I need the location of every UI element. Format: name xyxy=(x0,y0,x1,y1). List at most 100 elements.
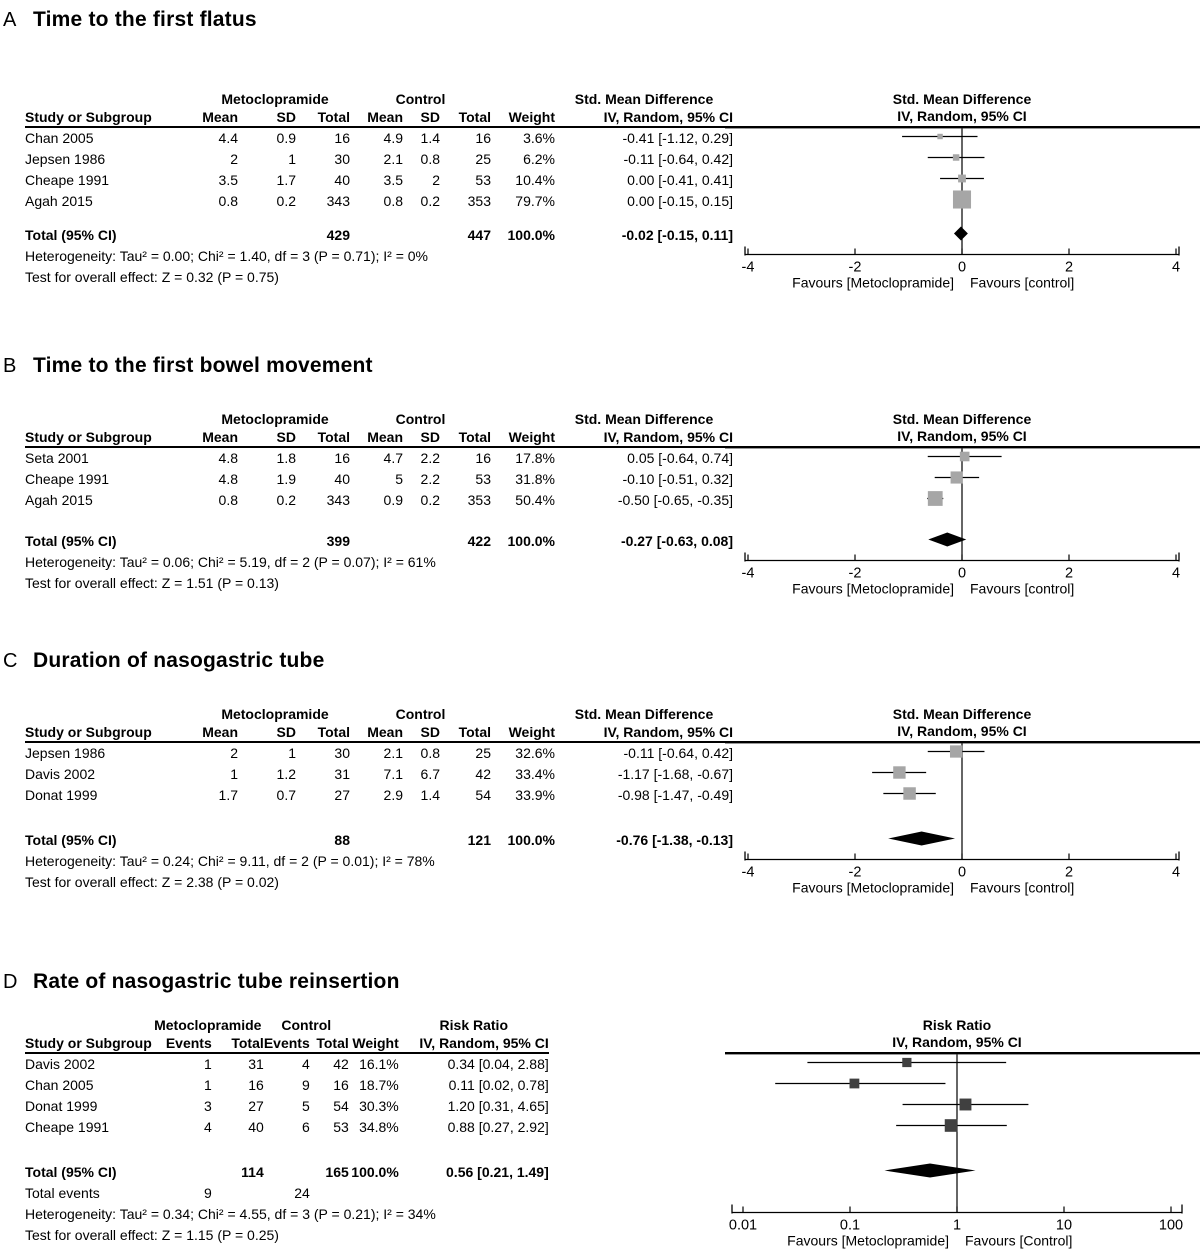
tick-label: 0.01 xyxy=(729,1218,757,1234)
table-cell: 4.4 xyxy=(218,130,238,146)
panel-title-row: B Time to the first bowel movement xyxy=(0,354,1200,384)
tick-label: 4 xyxy=(1172,260,1180,276)
plot-header-method: IV, Random, 95% CI xyxy=(892,1034,1021,1050)
total-cell: Total (95% CI) xyxy=(25,1164,117,1180)
table-cell: 1 xyxy=(288,745,296,761)
plot-header-measure: Std. Mean Difference xyxy=(893,91,1032,107)
table-cell: 27 xyxy=(248,1098,264,1114)
tick-label: 0 xyxy=(958,260,966,276)
heterogeneity-text: Heterogeneity: Tau² = 0.06; Chi² = 5.19,… xyxy=(25,554,436,570)
table-cell: 0.34 [0.04, 2.88] xyxy=(447,1056,549,1072)
group-header: Std. Mean Difference xyxy=(574,706,714,722)
study-name: Chan 2005 xyxy=(25,1077,94,1093)
total-cell xyxy=(403,531,440,552)
table-cell: 0.2 xyxy=(420,193,440,209)
total-cell: 429 xyxy=(326,227,350,243)
group-header xyxy=(349,1017,399,1034)
table-cell: 50.4% xyxy=(515,492,555,508)
table-cell: 16 xyxy=(248,1077,264,1093)
column-header: Mean xyxy=(367,109,403,125)
study-row: Davis 2002 1 31 4 42 16.1% 0.34 [0.04, 2.88] xyxy=(25,1053,549,1075)
study-row: Seta 2001 4.8 1.8 16 4.7 2.2 16 17.8% 0.05 [-0.6… xyxy=(25,447,733,469)
total-row: Total (95% CI) 399 422 100.0% -0.27 [-0.63, … xyxy=(25,531,733,552)
total-events-cell xyxy=(399,1183,549,1204)
panel-title-row: D Rate of nasogastric tube reinsertion xyxy=(0,970,1200,1000)
column-header-row: Study or Subgroup Mean SD Total Mean SD Total W… xyxy=(25,108,733,127)
study-marker xyxy=(950,471,963,484)
plot-header-method: IV, Random, 95% CI xyxy=(897,108,1026,124)
table-cell: -0.50 [-0.65, -0.35] xyxy=(617,492,733,508)
table-cell: 353 xyxy=(467,492,491,508)
tick-label: -2 xyxy=(849,566,862,582)
column-header: IV, Random, 95% CI xyxy=(603,724,733,740)
study-table: Metoclopramide Control Std. Mean Differenc… xyxy=(25,91,733,246)
spacer xyxy=(0,1000,1200,1017)
study-marker xyxy=(927,491,943,506)
table-cell: 343 xyxy=(326,193,350,209)
group-header: Std. Mean Difference xyxy=(574,91,714,107)
tick-label: 0 xyxy=(958,865,966,881)
total-cell: 114 xyxy=(241,1164,264,1180)
column-header: Study or Subgroup xyxy=(25,109,152,125)
spacer-row xyxy=(25,212,733,225)
total-cell: -0.27 [-0.63, 0.08] xyxy=(620,533,733,549)
table-cell: 0.2 xyxy=(276,193,296,209)
total-events-cell xyxy=(310,1183,349,1204)
overall-effect-text: Test for overall effect: Z = 0.32 (P = 0… xyxy=(25,269,279,285)
total-cell xyxy=(238,225,296,246)
table-cell: 1.9 xyxy=(276,471,296,487)
total-cell: 399 xyxy=(326,533,350,549)
panel-body: Metoclopramide Control Std. Mean Differenc… xyxy=(0,91,1200,291)
study-name: Agah 2015 xyxy=(25,193,93,209)
group-header-row: Metoclopramide Control Std. Mean Differenc… xyxy=(25,91,733,108)
group-header xyxy=(25,91,200,108)
total-row: Total (95% CI) 429 447 100.0% -0.02 [-0.15, … xyxy=(25,225,733,246)
table-cell: -0.11 [-0.64, 0.42] xyxy=(623,745,733,761)
column-header: Total xyxy=(317,429,350,445)
table-cell: 30 xyxy=(334,151,350,167)
total-cell xyxy=(200,830,238,851)
group-header xyxy=(25,1017,152,1034)
favours-left-label: Favours [Metoclopramide] xyxy=(792,581,954,597)
table-cell: 0.2 xyxy=(420,492,440,508)
table-cell: 0.00 [-0.41, 0.41] xyxy=(627,172,733,188)
study-name: Cheape 1991 xyxy=(25,1119,110,1135)
favours-left-label: Favours [Metoclopramide] xyxy=(792,880,954,896)
table-cell: 53 xyxy=(475,172,491,188)
study-row: Davis 2002 1 1.2 31 7.1 6.7 42 33.4% -1.17 [-1.6… xyxy=(25,764,733,785)
total-events-cell: 24 xyxy=(294,1185,310,1201)
table-cell: 7.1 xyxy=(383,766,403,782)
table-cell: 4 xyxy=(301,1056,310,1072)
column-header: SD xyxy=(420,109,440,125)
table-cell: 0.88 [0.27, 2.92] xyxy=(447,1119,549,1135)
group-header: Control xyxy=(395,706,446,722)
table-cell: 1 xyxy=(230,766,238,782)
column-header: Events xyxy=(263,1035,310,1051)
table-cell: 3.6% xyxy=(523,130,555,146)
column-header: Mean xyxy=(367,429,403,445)
tick-label: -4 xyxy=(742,566,755,582)
table-cell: 1.7 xyxy=(218,787,238,803)
study-marker xyxy=(937,133,943,140)
total-events-row: Total events 9 24 xyxy=(25,1183,549,1204)
group-header-row: Metoclopramide Control Std. Mean Differenc… xyxy=(25,411,733,428)
table-cell: 2 xyxy=(432,172,440,188)
table-cell: 16 xyxy=(333,1077,349,1093)
panel-title-row: C Duration of nasogastric tube xyxy=(0,649,1200,679)
total-cell: 88 xyxy=(334,832,350,848)
table-cell: 16 xyxy=(475,450,491,466)
summary-diamond xyxy=(888,831,956,846)
table-cell: 6.2% xyxy=(523,151,555,167)
table-cell: 53 xyxy=(475,471,491,487)
table-cell: 17.8% xyxy=(515,450,555,466)
table-cell: 33.9% xyxy=(515,787,555,803)
table-cell: 0.8 xyxy=(218,492,238,508)
tick-label: 100 xyxy=(1159,1218,1183,1234)
tick-label: 1 xyxy=(953,1218,961,1234)
heterogeneity-text: Heterogeneity: Tau² = 0.24; Chi² = 9.11,… xyxy=(25,853,435,869)
group-header: Metoclopramide xyxy=(221,706,329,722)
study-name: Agah 2015 xyxy=(25,492,93,508)
total-cell: -0.76 [-1.38, -0.13] xyxy=(616,832,733,848)
column-header: Study or Subgroup xyxy=(25,1035,152,1051)
column-header: IV, Random, 95% CI xyxy=(419,1035,549,1051)
